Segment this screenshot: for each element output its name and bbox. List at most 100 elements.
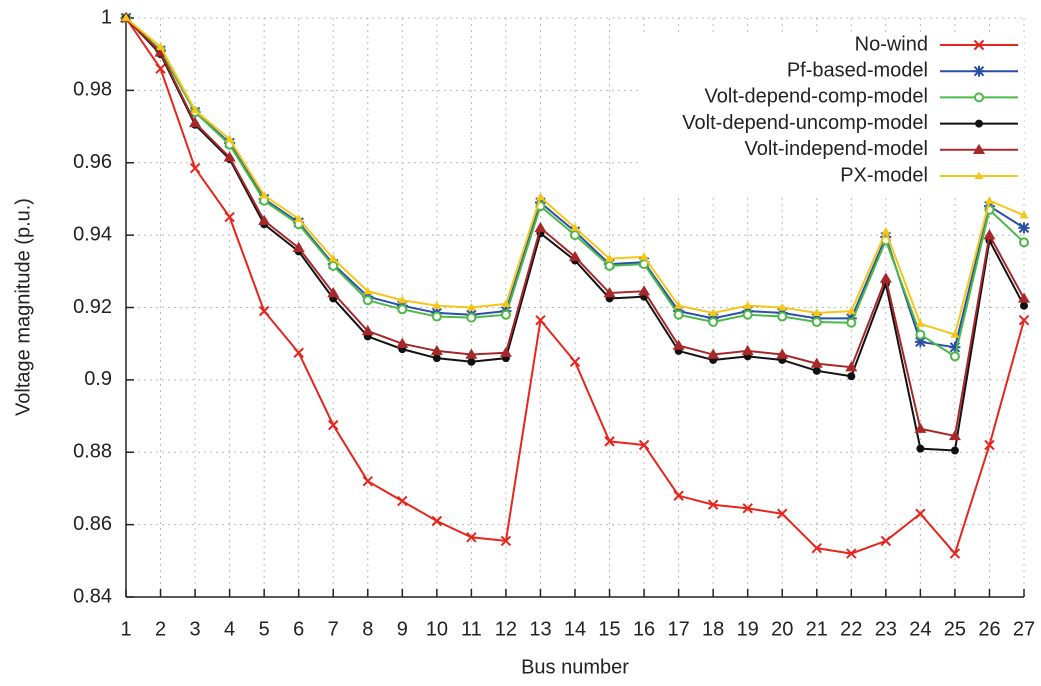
legend-label: PX-model xyxy=(840,164,928,186)
y-tick-label: 0.9 xyxy=(84,368,112,390)
marker-shape xyxy=(776,348,789,359)
x-tick-label: 21 xyxy=(806,618,828,640)
marker-shape xyxy=(570,230,580,241)
x-axis-label: Bus number xyxy=(521,656,629,678)
marker-shape xyxy=(846,306,856,315)
marker xyxy=(570,223,580,232)
marker-stroke xyxy=(397,495,408,507)
marker-shape xyxy=(743,301,753,309)
marker xyxy=(465,348,478,359)
x-tick-label: 8 xyxy=(362,618,373,640)
x-tick-label: 13 xyxy=(529,618,551,640)
marker-shape xyxy=(603,287,616,298)
marker xyxy=(974,171,984,180)
marker xyxy=(258,305,270,317)
marker-stroke xyxy=(673,490,684,501)
marker-shape xyxy=(949,351,960,362)
marker xyxy=(743,301,753,309)
marker-shape xyxy=(189,116,202,128)
marker xyxy=(811,316,822,327)
marker xyxy=(397,295,407,304)
marker-shape xyxy=(465,348,478,359)
marker-shape xyxy=(984,196,994,204)
y-tick-label: 0.84 xyxy=(73,585,112,607)
marker xyxy=(328,260,339,271)
marker xyxy=(881,227,891,235)
marker xyxy=(430,344,443,356)
marker xyxy=(361,325,374,336)
y-tick-label: 0.96 xyxy=(73,151,112,173)
marker xyxy=(466,303,476,311)
marker-stroke xyxy=(949,548,961,559)
marker-shape xyxy=(950,446,959,455)
marker-stroke xyxy=(638,439,650,451)
marker xyxy=(467,357,476,366)
marker xyxy=(431,311,442,322)
marker-shape xyxy=(431,311,442,322)
marker-shape xyxy=(638,285,651,296)
marker xyxy=(916,444,925,453)
x-tick-label: 25 xyxy=(944,618,966,640)
marker xyxy=(708,308,718,317)
y-tick-label: 1 xyxy=(101,6,112,28)
y-tick-label: 0.86 xyxy=(73,513,112,535)
marker-shape xyxy=(847,372,856,381)
marker xyxy=(1020,301,1028,310)
marker-stroke xyxy=(328,419,339,431)
marker-shape xyxy=(361,325,374,336)
marker xyxy=(362,295,373,306)
x-tick-label: 23 xyxy=(875,618,897,640)
marker-shape xyxy=(397,304,408,315)
marker-shape xyxy=(1019,237,1029,248)
x-tick-label: 16 xyxy=(633,618,655,640)
marker xyxy=(638,439,650,451)
marker xyxy=(880,535,892,547)
marker-shape xyxy=(708,308,718,317)
marker xyxy=(974,92,984,103)
marker xyxy=(846,317,857,328)
x-tick-label: 4 xyxy=(224,618,235,640)
marker-shape xyxy=(156,42,166,51)
marker-stroke xyxy=(707,499,719,510)
legend-label: Pf-based-model xyxy=(787,59,928,81)
marker-stroke xyxy=(742,503,753,514)
marker xyxy=(950,446,959,455)
marker-shape xyxy=(327,287,340,298)
x-tick-label: 11 xyxy=(461,618,482,640)
marker-shape xyxy=(569,250,581,262)
marker xyxy=(190,105,200,114)
marker-shape xyxy=(258,214,271,225)
marker-stroke xyxy=(604,436,615,447)
marker xyxy=(432,301,442,309)
marker xyxy=(328,419,339,431)
x-tick-label: 7 xyxy=(328,618,339,640)
marker-shape xyxy=(812,308,822,317)
marker xyxy=(293,347,304,358)
marker xyxy=(225,134,235,143)
marker xyxy=(499,346,512,357)
marker xyxy=(294,214,304,222)
marker xyxy=(258,214,271,225)
x-tick-label: 27 xyxy=(1013,618,1035,640)
marker xyxy=(534,221,547,233)
x-tick-label: 17 xyxy=(667,618,689,640)
marker-shape xyxy=(916,444,925,453)
marker xyxy=(397,495,408,507)
marker-shape xyxy=(1019,210,1029,219)
marker-shape xyxy=(974,92,984,103)
marker-shape xyxy=(535,192,545,201)
marker-shape xyxy=(811,316,822,327)
marker xyxy=(535,314,546,326)
marker-shape xyxy=(121,13,131,22)
marker xyxy=(777,508,788,519)
marker-shape xyxy=(501,299,511,308)
marker xyxy=(973,65,985,77)
marker xyxy=(466,312,477,323)
marker-shape xyxy=(879,272,892,283)
marker-shape xyxy=(639,252,649,260)
marker xyxy=(500,309,511,320)
marker-shape xyxy=(396,337,409,348)
marker-shape xyxy=(810,357,823,368)
marker-shape xyxy=(294,214,304,222)
marker xyxy=(156,42,166,51)
